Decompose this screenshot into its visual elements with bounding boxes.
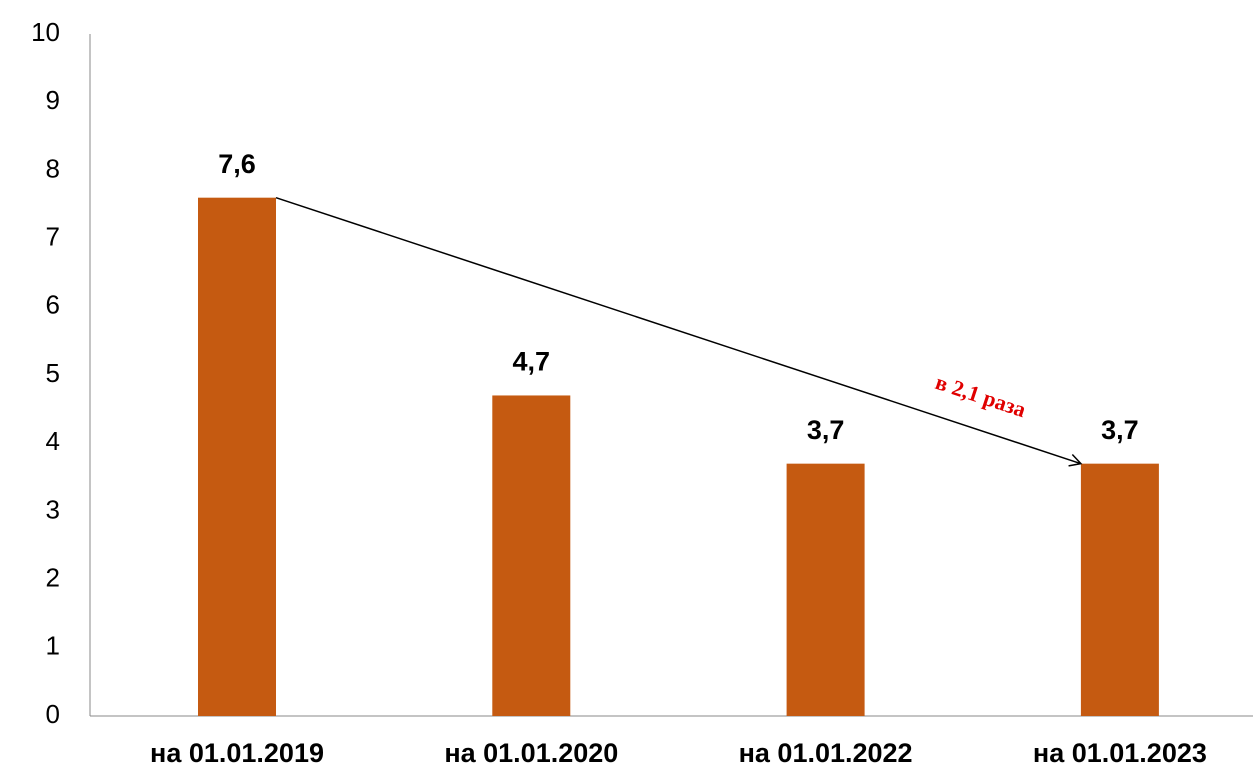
x-tick-label: на 01.01.2023: [1033, 738, 1207, 768]
y-tick-label: 0: [46, 699, 60, 729]
annotation: в 2,1 раза: [932, 369, 1029, 422]
x-tick-label: на 01.01.2020: [444, 738, 618, 768]
arrow: [275, 196, 1083, 467]
bar: [198, 197, 276, 716]
y-tick-label: 3: [46, 494, 60, 524]
bar: [786, 463, 865, 716]
y-tick-label: 6: [46, 290, 60, 320]
x-tick-label: на 01.01.2019: [150, 738, 324, 768]
y-tick-label: 5: [46, 358, 60, 388]
data-label: 7,6: [218, 149, 256, 179]
y-tick-label: 1: [46, 631, 60, 661]
data-label: 4,7: [513, 347, 551, 377]
data-label: 3,7: [1101, 415, 1139, 445]
y-tick-label: 10: [31, 17, 60, 47]
bar: [492, 395, 571, 716]
y-tick-label: 4: [46, 426, 60, 456]
y-tick-label: 9: [46, 85, 60, 115]
y-tick-label: 2: [46, 562, 60, 592]
y-tick-label: 7: [46, 221, 60, 251]
data-label: 3,7: [807, 415, 845, 445]
bar: [1080, 463, 1159, 716]
y-tick-label: 8: [46, 153, 60, 183]
x-tick-label: на 01.01.2022: [739, 738, 913, 768]
